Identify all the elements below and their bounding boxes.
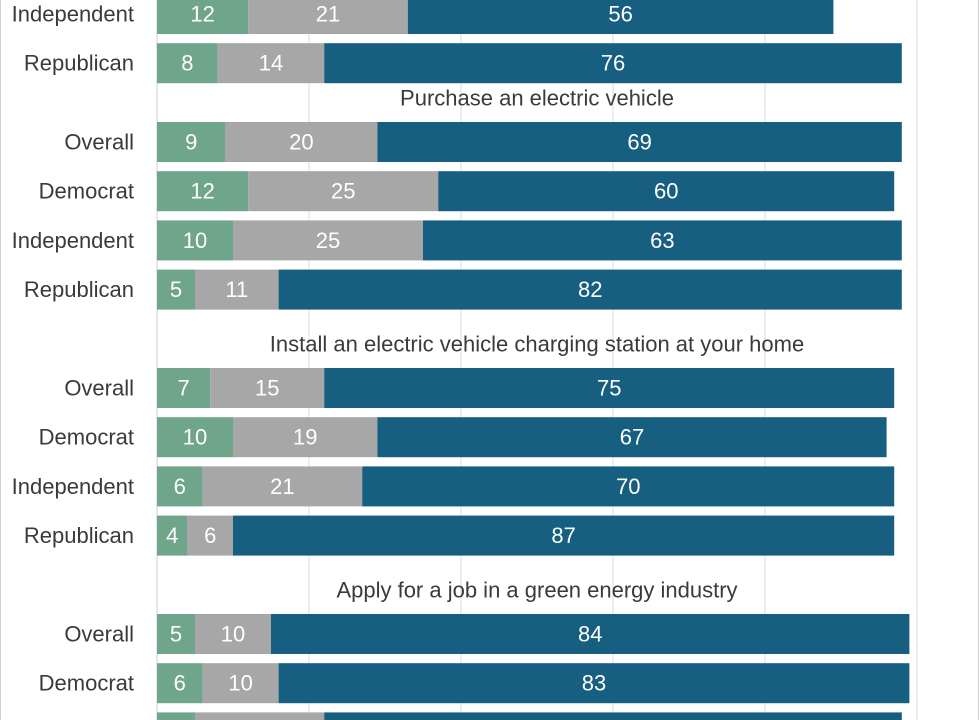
bar-segment (248, 0, 408, 34)
segment-value-label: 5 (170, 277, 182, 302)
bar-segment (157, 614, 195, 654)
bar-segment (324, 43, 902, 84)
segment-value-label: 56 (608, 2, 632, 27)
row-label: Republican (24, 523, 134, 548)
segment-value-label: 7 (177, 376, 189, 401)
bar-segment (157, 269, 195, 310)
row-label: Independent (12, 2, 134, 27)
segment-value-label: 60 (654, 179, 678, 204)
segment-value-label: 25 (316, 228, 340, 253)
segment-value-label: 21 (270, 474, 294, 499)
bar-segment (362, 466, 895, 507)
segment-value-label: 8 (181, 51, 193, 76)
segment-value-label: 10 (228, 671, 252, 696)
row-label: Republican (24, 51, 134, 76)
bar-segment (438, 171, 895, 212)
segment-value-label: 84 (578, 622, 602, 647)
segment-value-label: 10 (183, 425, 207, 450)
bar-segment (195, 614, 271, 654)
bar-segment (157, 368, 211, 408)
bar-segment (233, 515, 895, 556)
segment-value-label: 5 (170, 622, 182, 647)
row-label: Overall (64, 376, 134, 401)
bar-segment (233, 220, 423, 261)
bar-segment (407, 0, 834, 34)
segment-value-label: 20 (289, 130, 313, 155)
bar-segment (377, 122, 902, 162)
bar-segment (157, 43, 218, 84)
bar-segment (210, 368, 325, 408)
bar-segment (271, 614, 910, 654)
row-label: Republican (24, 277, 134, 302)
bar-segment (423, 220, 902, 261)
segment-value-label: 10 (221, 622, 245, 647)
bar-segment (157, 220, 233, 261)
segment-value-label: 10 (183, 228, 207, 253)
bar-segment (377, 417, 887, 458)
segment-value-label: 12 (190, 179, 214, 204)
segment-value-label: 9 (185, 130, 197, 155)
bar-segment (157, 0, 249, 34)
segment-value-label: 76 (601, 51, 625, 76)
segment-value-label: 67 (620, 425, 644, 450)
segment-value-label: 14 (259, 51, 283, 76)
group-title: Purchase an electric vehicle (400, 86, 674, 111)
bar-segment (278, 269, 902, 310)
bar-segment (157, 466, 203, 507)
segment-value-label: 6 (174, 671, 186, 696)
bar-segment (217, 43, 325, 84)
segment-value-label: 75 (597, 376, 621, 401)
row-label: Democrat (39, 179, 134, 204)
bar-segment (225, 122, 378, 162)
segment-value-label: 69 (627, 130, 651, 155)
bar-segment (187, 515, 233, 556)
bar-segment (195, 269, 279, 310)
bar-segment (157, 712, 195, 720)
bar-segment (248, 171, 439, 212)
segment-value-label: 11 (225, 277, 248, 302)
bar-segment (233, 417, 378, 458)
segment-value-label: 15 (255, 376, 279, 401)
segment-value-label: 70 (616, 474, 640, 499)
row-label: Overall (64, 622, 134, 647)
group-title: Apply for a job in a green energy indust… (336, 578, 737, 603)
segment-value-label: 25 (331, 179, 355, 204)
bar-segment (157, 663, 203, 704)
segment-value-label: 63 (650, 228, 674, 253)
segment-value-label: 6 (174, 474, 186, 499)
segment-value-label: 12 (190, 2, 214, 27)
segment-value-label: 83 (582, 671, 606, 696)
group-title: Install an electric vehicle charging sta… (270, 332, 804, 357)
bar-segment (202, 663, 279, 704)
bars (157, 0, 910, 720)
bar-segment (157, 171, 249, 212)
bar-segment (324, 368, 895, 408)
bar-segment (157, 417, 233, 458)
segment-value-label: 6 (204, 523, 216, 548)
bar-segment (157, 122, 226, 162)
bar-segment (195, 712, 325, 720)
bar-segment (278, 663, 910, 704)
segment-value-label: 87 (551, 523, 575, 548)
row-label: Democrat (39, 425, 134, 450)
bar-segment (202, 466, 363, 507)
row-label: Overall (64, 130, 134, 155)
row-label: Independent (12, 228, 134, 253)
bar-segment (157, 515, 188, 556)
row-label: Independent (12, 474, 134, 499)
segment-value-label: 4 (166, 523, 178, 548)
bar-segment (324, 712, 902, 720)
segment-value-label: 82 (578, 277, 602, 302)
segment-value-label: 21 (316, 2, 340, 27)
row-label: Democrat (39, 671, 134, 696)
segment-value-label: 19 (293, 425, 317, 450)
